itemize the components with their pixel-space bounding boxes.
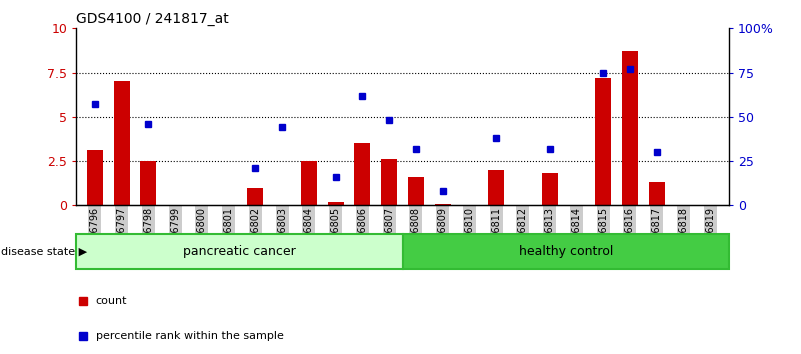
Bar xyxy=(488,170,504,205)
Bar xyxy=(114,81,130,205)
Text: count: count xyxy=(95,296,127,306)
Bar xyxy=(301,161,317,205)
Bar xyxy=(408,177,424,205)
Bar xyxy=(381,159,397,205)
Bar xyxy=(140,161,156,205)
Bar xyxy=(76,234,402,269)
Text: healthy control: healthy control xyxy=(518,245,613,258)
Bar xyxy=(328,202,344,205)
Bar xyxy=(595,78,611,205)
Bar xyxy=(87,150,103,205)
Text: GDS4100 / 241817_at: GDS4100 / 241817_at xyxy=(76,12,229,26)
Bar xyxy=(622,51,638,205)
Text: percentile rank within the sample: percentile rank within the sample xyxy=(95,331,284,341)
Text: disease state ▶: disease state ▶ xyxy=(1,246,87,256)
Bar xyxy=(248,188,264,205)
Text: pancreatic cancer: pancreatic cancer xyxy=(183,245,296,258)
Bar xyxy=(435,204,451,205)
Bar xyxy=(649,182,665,205)
Bar xyxy=(354,143,370,205)
Bar xyxy=(402,234,729,269)
Bar xyxy=(541,173,557,205)
